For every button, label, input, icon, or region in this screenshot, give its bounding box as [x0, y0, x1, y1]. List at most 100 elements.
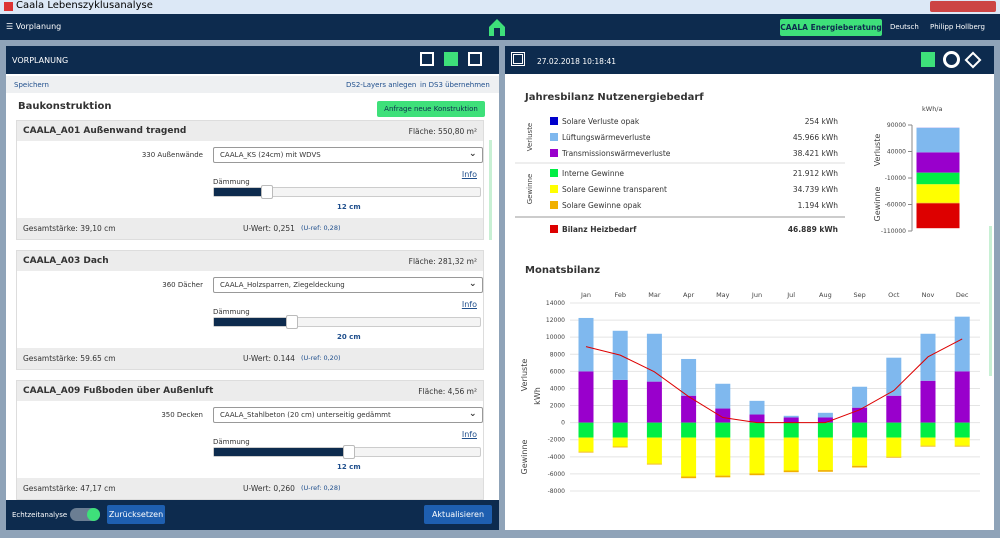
ds3[interactable]: in DS3 übernehmen — [420, 81, 490, 89]
card: CAALA_A01 Außenwand tragend Fläche: 550,8… — [16, 120, 484, 240]
bar-segment — [817, 417, 833, 423]
bar-segment — [920, 437, 936, 446]
bar-segment — [612, 422, 628, 438]
u-value: U-Wert: 0,260 — [243, 484, 295, 493]
bar-segment — [681, 437, 697, 477]
slider-handle — [343, 445, 355, 459]
icon[interactable] — [921, 52, 935, 67]
bar-segment — [681, 422, 697, 438]
row-value: 21.912 kWh — [793, 169, 838, 178]
icon[interactable] — [420, 52, 434, 66]
insulation-label: Dämmung — [213, 178, 250, 186]
timestamp: 27.02.2018 10:18:41 — [537, 57, 617, 66]
menu-label: Vorplanung — [15, 22, 62, 31]
bar-segment — [681, 476, 697, 479]
chevron: ⌄ — [469, 149, 477, 159]
select[interactable]: CAALA_KS (24cm) mit WDVS — [213, 147, 483, 163]
axis-label: Verluste — [520, 359, 529, 392]
bar-segment — [954, 316, 970, 372]
slider[interactable] — [213, 315, 481, 329]
energy-button[interactable]: CAALA Energieberatung — [780, 19, 882, 36]
y-tick-label: -110000 — [881, 228, 906, 235]
toggle[interactable] — [70, 508, 100, 521]
window-controls[interactable] — [930, 1, 996, 12]
insulation-label: Dämmung — [213, 308, 250, 316]
bar-segment — [817, 470, 833, 472]
row-value: 38.421 kWh — [793, 149, 838, 158]
x-tick-label: May — [716, 291, 730, 299]
slider[interactable] — [213, 185, 481, 199]
bar-segment — [749, 473, 765, 476]
info-link[interactable]: Info — [461, 300, 477, 309]
x-tick-label: Nov — [922, 291, 935, 299]
row-name: Solare Gewinne opak — [562, 201, 642, 210]
slider[interactable] — [213, 445, 481, 459]
card-header: CAALA_A03 Dach Fläche: 281,32 m² — [17, 251, 483, 271]
app-icon — [4, 2, 13, 11]
slider-fill — [214, 448, 346, 456]
card-title: CAALA_A09 Fußboden über Außenluft — [23, 386, 214, 396]
y-tick-label: 90000 — [887, 122, 906, 129]
save[interactable]: Speichern — [14, 81, 49, 89]
info-link[interactable]: Info — [461, 430, 477, 439]
bar-segment — [783, 470, 799, 473]
bar-segment — [715, 408, 731, 423]
x-tick-label: Feb — [614, 291, 626, 299]
bar-segment — [954, 371, 970, 423]
row-name: Solare Verluste opak — [562, 117, 640, 126]
scrollbar[interactable] — [489, 140, 492, 240]
insulation-label: Dämmung — [213, 438, 250, 446]
swatch — [550, 169, 558, 177]
group-label: 360 Dächer — [162, 281, 203, 289]
select[interactable]: CAALA_Stahlbeton (20 cm) unterseitig ged… — [213, 407, 483, 423]
bar-segment — [920, 380, 936, 423]
row-value: 45.966 kWh — [793, 133, 838, 142]
update-button[interactable]: Aktualisieren — [424, 505, 492, 524]
menu[interactable]: ☰ Vorplanung — [6, 22, 62, 31]
bar-segment — [886, 437, 902, 457]
icon[interactable] — [468, 52, 482, 66]
section-title: Baukonstruktion — [18, 101, 112, 112]
left-panel: VORPLANUNG Speichern DS2-Layers anlegen … — [6, 46, 499, 530]
slider-fill — [214, 318, 289, 326]
bar-segment — [783, 415, 799, 418]
grid-icon[interactable] — [511, 52, 525, 66]
slider-fill — [214, 188, 264, 196]
card-title: CAALA_A03 Dach — [23, 256, 109, 266]
card-footer: Gesamtstärke: 39,10 cm U-Wert: 0,251 (U-re… — [17, 218, 483, 239]
realtime-label: Echtzeitanalyse — [12, 511, 68, 519]
right-header: 27.02.2018 10:18:41 — [505, 46, 994, 74]
y-tick-label: 6000 — [550, 368, 565, 375]
insulation-value: 12 cm — [337, 463, 361, 471]
x-tick-label: Aug — [819, 291, 832, 299]
icon[interactable] — [943, 51, 960, 68]
select[interactable]: CAALA_Holzsparren, Ziegeldeckung — [213, 277, 483, 293]
x-tick-label: Jul — [786, 291, 795, 299]
axis-label: Gewinne — [526, 174, 534, 205]
scrollbar[interactable] — [989, 226, 992, 376]
request-button[interactable]: Anfrage neue Konstruktion — [377, 101, 485, 117]
y-tick-label: 40000 — [887, 149, 906, 156]
row-name: Transmissionswärmeverluste — [561, 149, 671, 158]
user[interactable]: Philipp Hollberg — [930, 23, 985, 31]
icon[interactable] — [444, 52, 458, 66]
bar-segment — [886, 422, 902, 438]
y-tick-label: -6000 — [548, 471, 566, 478]
bar-segment — [954, 422, 970, 438]
bar-segment — [646, 333, 662, 382]
swatch — [550, 149, 558, 157]
left-header: VORPLANUNG — [6, 46, 499, 74]
bar-segment — [612, 379, 628, 423]
bar-segment — [783, 437, 799, 471]
language[interactable]: Deutsch — [890, 23, 919, 31]
y-tick-label: 0 — [561, 420, 565, 427]
card-area: Fläche: 281,32 m² — [408, 256, 477, 266]
thickness: Gesamtstärke: 47,17 cm — [23, 484, 116, 493]
ds2[interactable]: DS2-Layers anlegen — [346, 81, 417, 89]
reset-button[interactable]: Zurücksetzen — [107, 505, 165, 524]
info-link[interactable]: Info — [461, 170, 477, 179]
u-value: U-Wert: 0,251 — [243, 224, 295, 233]
y-tick-label: 8000 — [550, 351, 565, 358]
x-tick-label: Mar — [648, 291, 661, 299]
